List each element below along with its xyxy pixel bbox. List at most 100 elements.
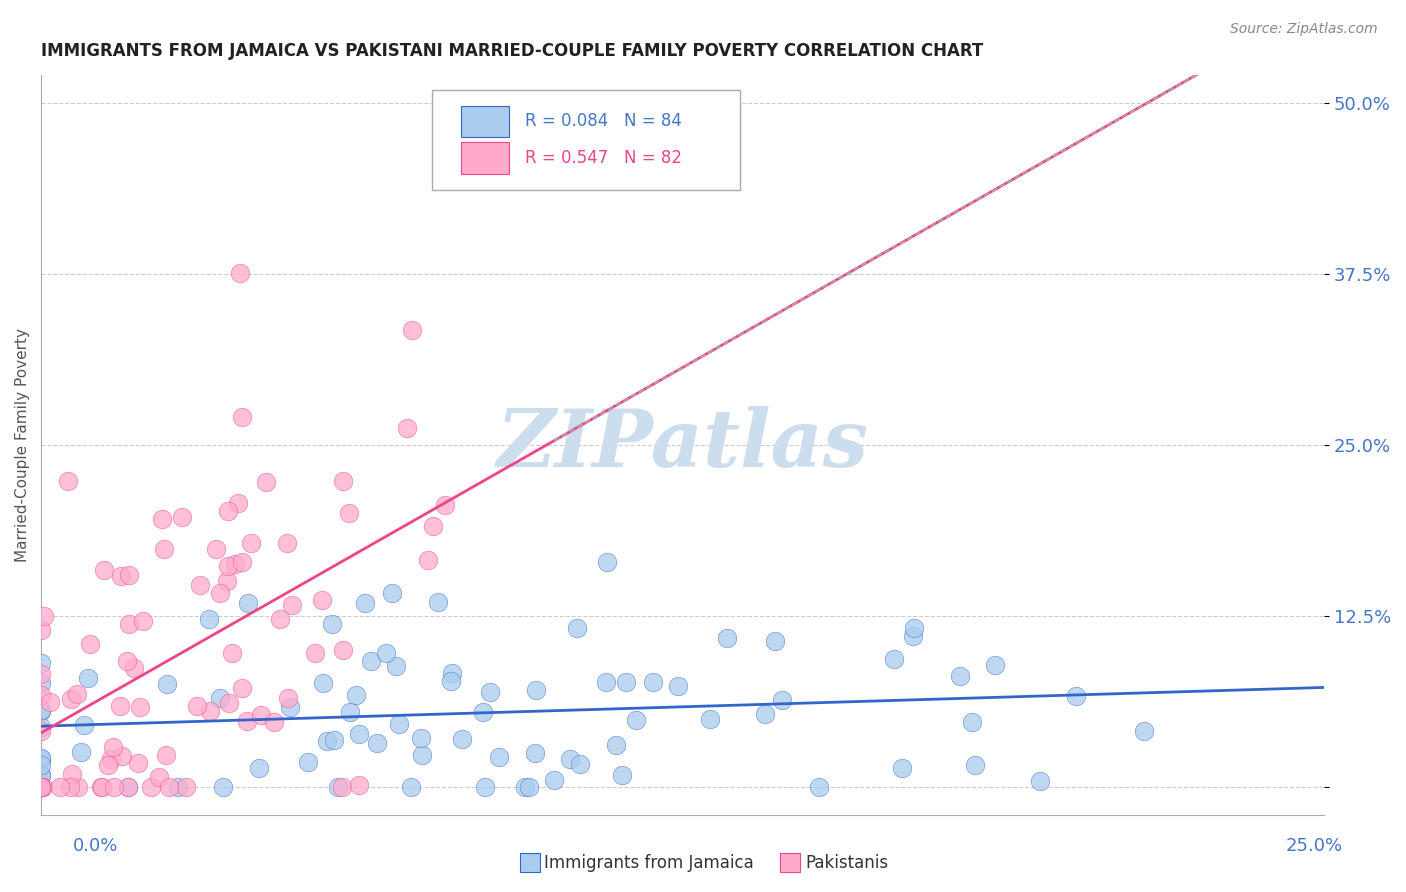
Text: 0.0%: 0.0% [73, 837, 118, 855]
Point [565, 621, 588, 635]
Point [108, 698, 131, 713]
Point [344, 688, 367, 702]
Point [30, 623, 52, 637]
Point [666, 680, 689, 694]
Point [422, 519, 444, 533]
Point [240, 536, 263, 550]
Point [209, 586, 232, 600]
Point [254, 475, 277, 490]
Point [626, 714, 648, 728]
Point [278, 700, 301, 714]
Point [59, 780, 82, 794]
Point [321, 616, 343, 631]
Text: Source: ZipAtlas.com: Source: ZipAtlas.com [1230, 22, 1378, 37]
Point [221, 646, 243, 660]
Point [198, 704, 221, 718]
Point [30, 705, 52, 719]
Point [118, 567, 141, 582]
Point [30, 751, 52, 765]
Point [208, 691, 231, 706]
Point [236, 714, 259, 728]
Point [426, 595, 449, 609]
Point [616, 675, 638, 690]
Point [79, 637, 101, 651]
Point [30, 688, 52, 702]
Point [66, 687, 89, 701]
Point [450, 731, 472, 746]
Point [770, 693, 793, 707]
Point [32, 780, 55, 794]
Text: Immigrants from Jamaica: Immigrants from Jamaica [544, 854, 754, 871]
Point [103, 780, 125, 794]
Point [117, 780, 139, 794]
Point [474, 780, 496, 794]
Point [128, 700, 150, 714]
Point [30, 780, 52, 794]
Point [231, 409, 253, 424]
Point [32, 608, 55, 623]
Text: Pakistanis: Pakistanis [806, 854, 889, 871]
Text: R = 0.084   N = 84: R = 0.084 N = 84 [524, 112, 682, 130]
Point [411, 748, 433, 763]
Text: R = 0.547   N = 82: R = 0.547 N = 82 [524, 149, 682, 167]
Point [30, 768, 52, 782]
Point [127, 756, 149, 770]
Text: ZIPatlas: ZIPatlas [496, 406, 869, 483]
Point [70, 745, 93, 759]
Point [228, 266, 250, 280]
Point [332, 474, 354, 488]
Point [56, 474, 79, 488]
Point [263, 714, 285, 729]
Point [117, 780, 139, 794]
Point [568, 756, 591, 771]
Point [605, 738, 627, 752]
Point [30, 703, 52, 717]
Point [30, 723, 52, 738]
FancyBboxPatch shape [461, 143, 509, 174]
Point [249, 707, 271, 722]
Point [93, 563, 115, 577]
Point [174, 780, 197, 794]
Point [311, 593, 333, 607]
Point [97, 757, 120, 772]
Point [73, 717, 96, 731]
Point [276, 535, 298, 549]
Point [903, 621, 925, 635]
FancyBboxPatch shape [461, 105, 509, 136]
Point [297, 755, 319, 769]
FancyBboxPatch shape [433, 90, 740, 190]
Point [716, 631, 738, 645]
Point [409, 731, 432, 745]
Point [217, 504, 239, 518]
Point [381, 586, 404, 600]
Point [115, 654, 138, 668]
Point [807, 780, 830, 794]
Point [30, 780, 52, 794]
Point [231, 681, 253, 695]
Point [152, 541, 174, 556]
Point [304, 646, 326, 660]
Point [326, 780, 349, 794]
Point [148, 770, 170, 784]
Point [157, 780, 180, 794]
Point [963, 758, 986, 772]
Point [401, 323, 423, 337]
Point [1066, 690, 1088, 704]
Point [277, 690, 299, 705]
Point [91, 780, 114, 794]
Point [155, 748, 177, 763]
Point [60, 692, 83, 706]
Point [643, 675, 665, 690]
Point [366, 736, 388, 750]
Point [558, 751, 581, 765]
Point [385, 659, 408, 673]
Point [471, 705, 494, 719]
Point [269, 612, 291, 626]
Point [100, 752, 122, 766]
Point [280, 598, 302, 612]
Point [388, 716, 411, 731]
Point [90, 780, 112, 794]
Point [49, 780, 72, 794]
Point [60, 766, 83, 780]
Point [77, 671, 100, 685]
